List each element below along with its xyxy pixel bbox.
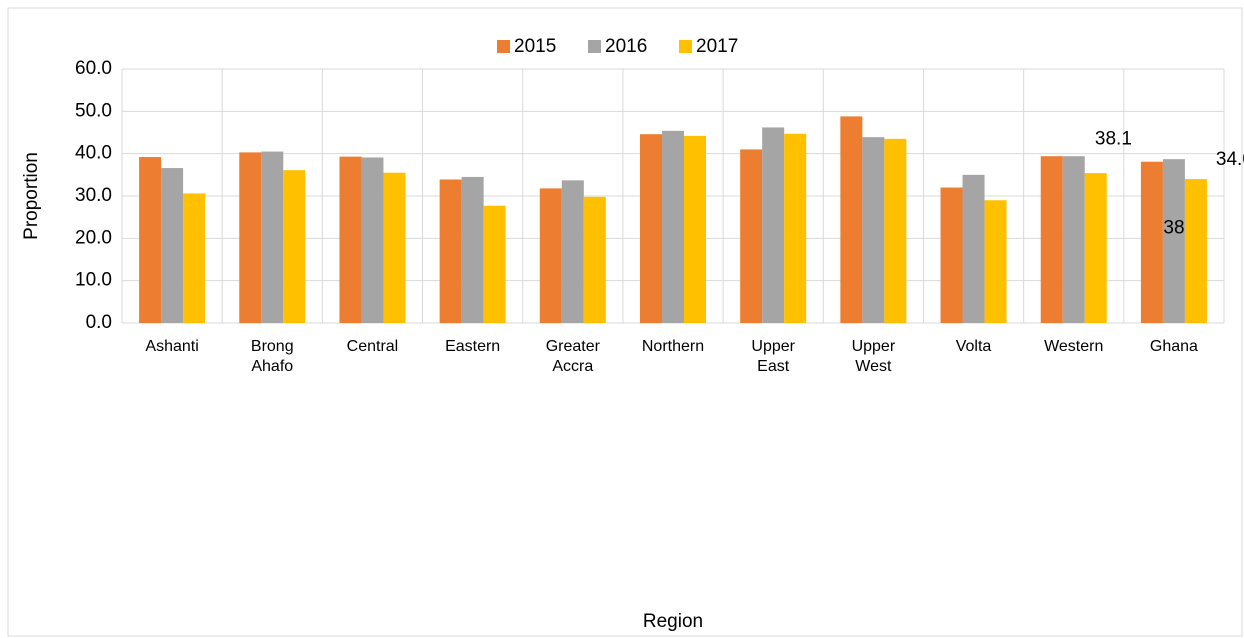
bar [784,133,807,323]
bar [962,174,985,323]
x-axis-label: Region [643,611,703,632]
x-tick-label: Greater Accra [546,338,601,375]
bar [1184,179,1207,323]
legend-swatch [679,40,692,53]
bar [361,157,384,323]
x-tick-label-line: East [757,358,790,375]
x-tick-label-line: Accra [552,358,593,375]
bar [261,151,284,323]
bar [561,180,584,323]
data-label: 34.0 [1216,149,1244,170]
bar [984,200,1007,323]
bar [139,157,162,323]
legend-swatch [497,40,510,53]
x-tick-label-line: Brong [251,338,294,355]
x-tick-label: Central [347,338,399,355]
legend: 2015 2016 2017 [497,36,738,57]
x-tick-label: Volta [956,338,992,355]
y-tick-label: 50.0 [75,100,112,121]
bar [539,188,562,323]
legend-label: 2016 [605,36,647,57]
bar [383,172,406,323]
x-tick-label: Upper West [852,338,896,375]
bar [940,187,963,323]
x-tick-label-line: Upper [852,338,896,355]
bar [1140,161,1163,323]
bar [1084,173,1107,323]
bar [239,152,262,323]
bar [862,137,885,323]
bar [283,170,306,323]
bar [740,149,763,323]
bar [1040,156,1063,323]
x-tick-label: Northern [642,338,704,355]
y-tick-label: 0.0 [86,312,112,333]
bar [339,156,362,323]
bar [461,176,484,323]
bar [684,135,706,323]
bar [884,138,907,323]
legend-swatch [588,40,601,53]
x-tick-label: Ghana [1150,338,1198,355]
bar [483,205,506,323]
bar [161,168,184,323]
bar [183,193,206,323]
x-tick-label-line: Greater [546,338,601,355]
bar [1062,156,1085,323]
bar [640,134,662,323]
y-tick-label: 20.0 [75,227,112,248]
legend-label: 2015 [514,36,556,57]
x-tick-label: Ashanti [145,338,198,355]
y-tick-label: 40.0 [75,143,112,164]
x-tick-label: Western [1044,338,1103,355]
bar [662,130,684,323]
legend-label: 2017 [696,36,738,57]
bar [583,196,606,323]
bar [840,116,863,323]
data-label: 38.1 [1095,129,1132,150]
bar [762,127,785,323]
x-tick-label: Eastern [445,338,500,355]
x-tick-label-line: Upper [751,338,795,355]
y-tick-label: 10.0 [75,270,112,291]
chart-border [7,7,1243,637]
x-tick-label-line: Ahafo [251,358,293,375]
bar [1162,159,1185,323]
x-tick-label: Upper East [751,338,795,375]
x-tick-label-line: West [855,358,892,375]
x-tick-label: Brong Ahafo [251,338,294,375]
y-tick-label: 30.0 [75,185,112,206]
y-tick-label: 60.0 [75,58,112,79]
bar [439,179,462,323]
y-axis-label: Proportion [21,152,42,240]
